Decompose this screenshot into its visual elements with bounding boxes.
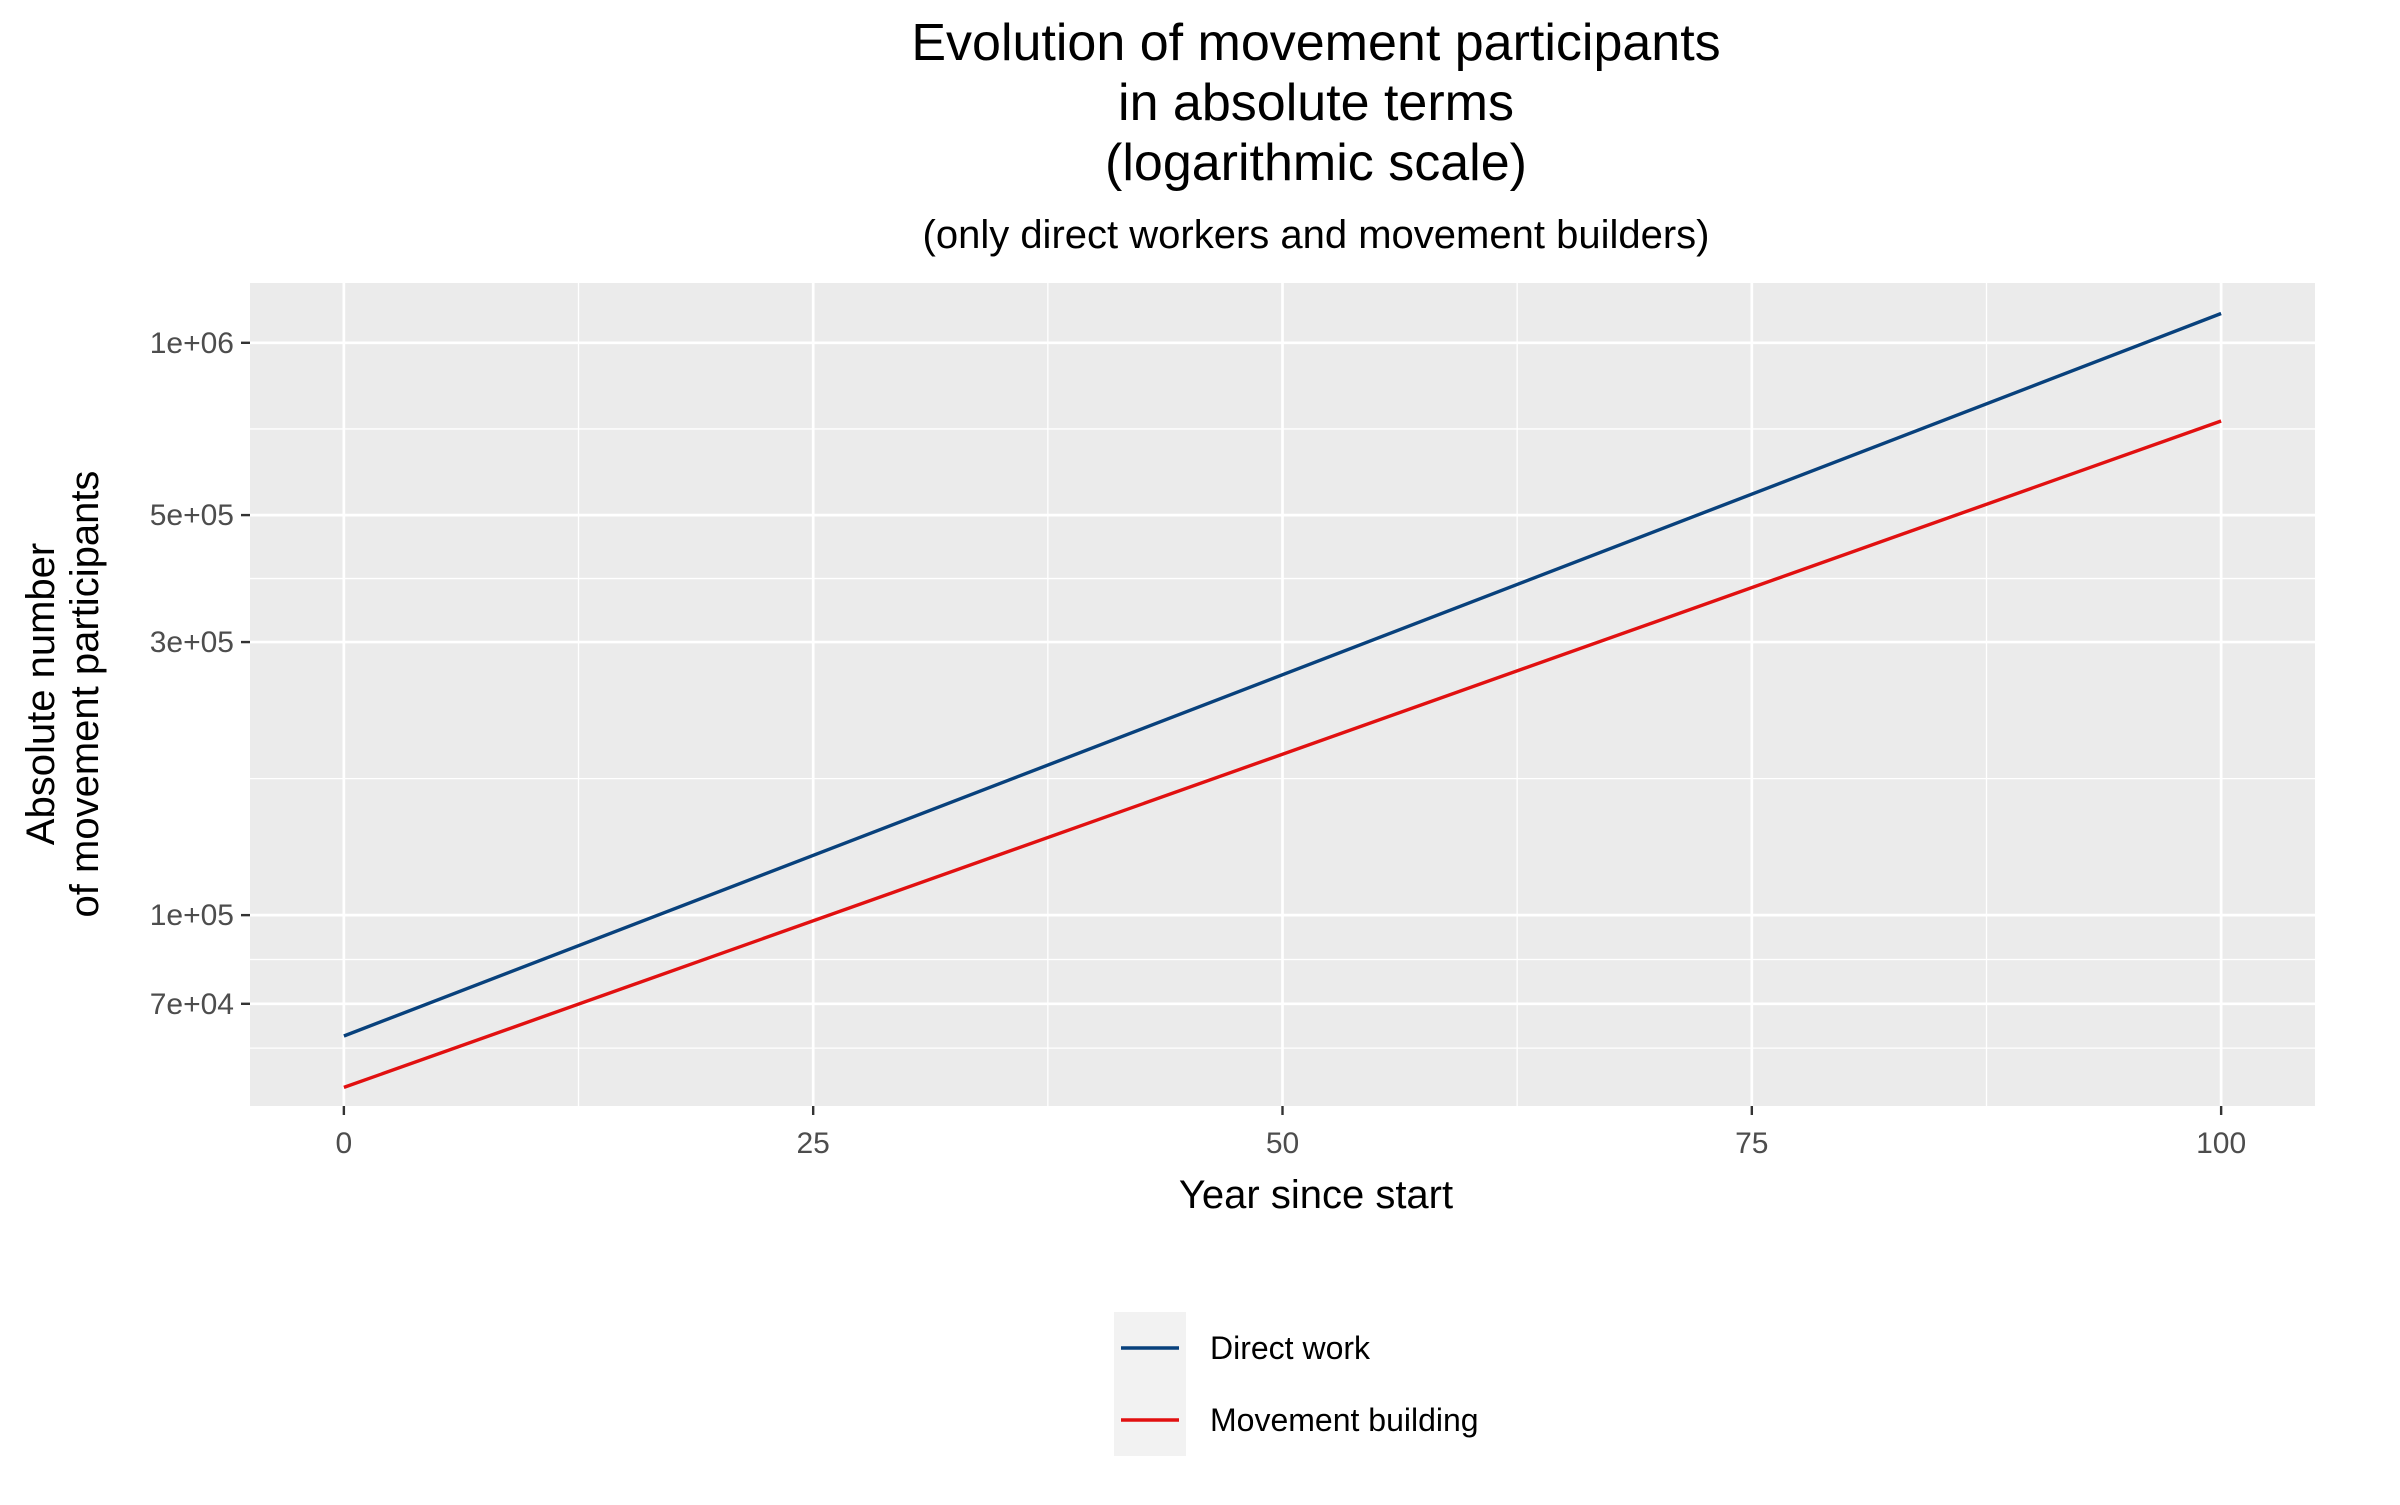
chart-title-line-2: in absolute terms: [1118, 74, 1514, 132]
x-tick-label: 0: [336, 1127, 353, 1160]
y-axis-title: Absolute number of movement participants: [19, 471, 107, 918]
y-tick-label: 1e+06: [150, 327, 234, 360]
y-tick-label: 5e+05: [150, 499, 234, 532]
major-gridlines: [250, 283, 2315, 1106]
legend: Direct work Movement building: [1114, 1312, 1479, 1456]
series-line-movement-building: [343, 419, 2222, 1090]
y-tick-label: 7e+04: [150, 988, 234, 1021]
x-tick-label: 75: [1735, 1127, 1768, 1160]
x-tick-label: 25: [796, 1127, 829, 1160]
chart-title: Evolution of movement participants in ab…: [911, 14, 1720, 192]
legend-key-background: [1114, 1312, 1186, 1456]
x-axis-title: Year since start: [1179, 1173, 1453, 1217]
y-tick-label: 1e+05: [150, 899, 234, 932]
y-tick-label: 3e+05: [150, 626, 234, 659]
chart-subtitle: (only direct workers and movement builde…: [923, 213, 1710, 257]
chart-title-line-3: (logarithmic scale): [1105, 134, 1527, 192]
x-tick-label: 50: [1266, 1127, 1299, 1160]
legend-label-movement-building: Movement building: [1210, 1402, 1479, 1438]
y-axis: 7e+04 1e+05 3e+05 5e+05 1e+06: [150, 327, 250, 1021]
y-axis-title-line-1: Absolute number: [19, 543, 63, 845]
series-line-direct-work: [343, 311, 2222, 1038]
legend-label-direct-work: Direct work: [1210, 1330, 1371, 1366]
series-lines: [343, 311, 2222, 1090]
x-axis: 0 25 50 75 100: [336, 1106, 2246, 1160]
y-axis-title-line-2: of movement participants: [63, 471, 107, 918]
chart-title-line-1: Evolution of movement participants: [911, 14, 1720, 72]
x-tick-label: 100: [2196, 1127, 2246, 1160]
